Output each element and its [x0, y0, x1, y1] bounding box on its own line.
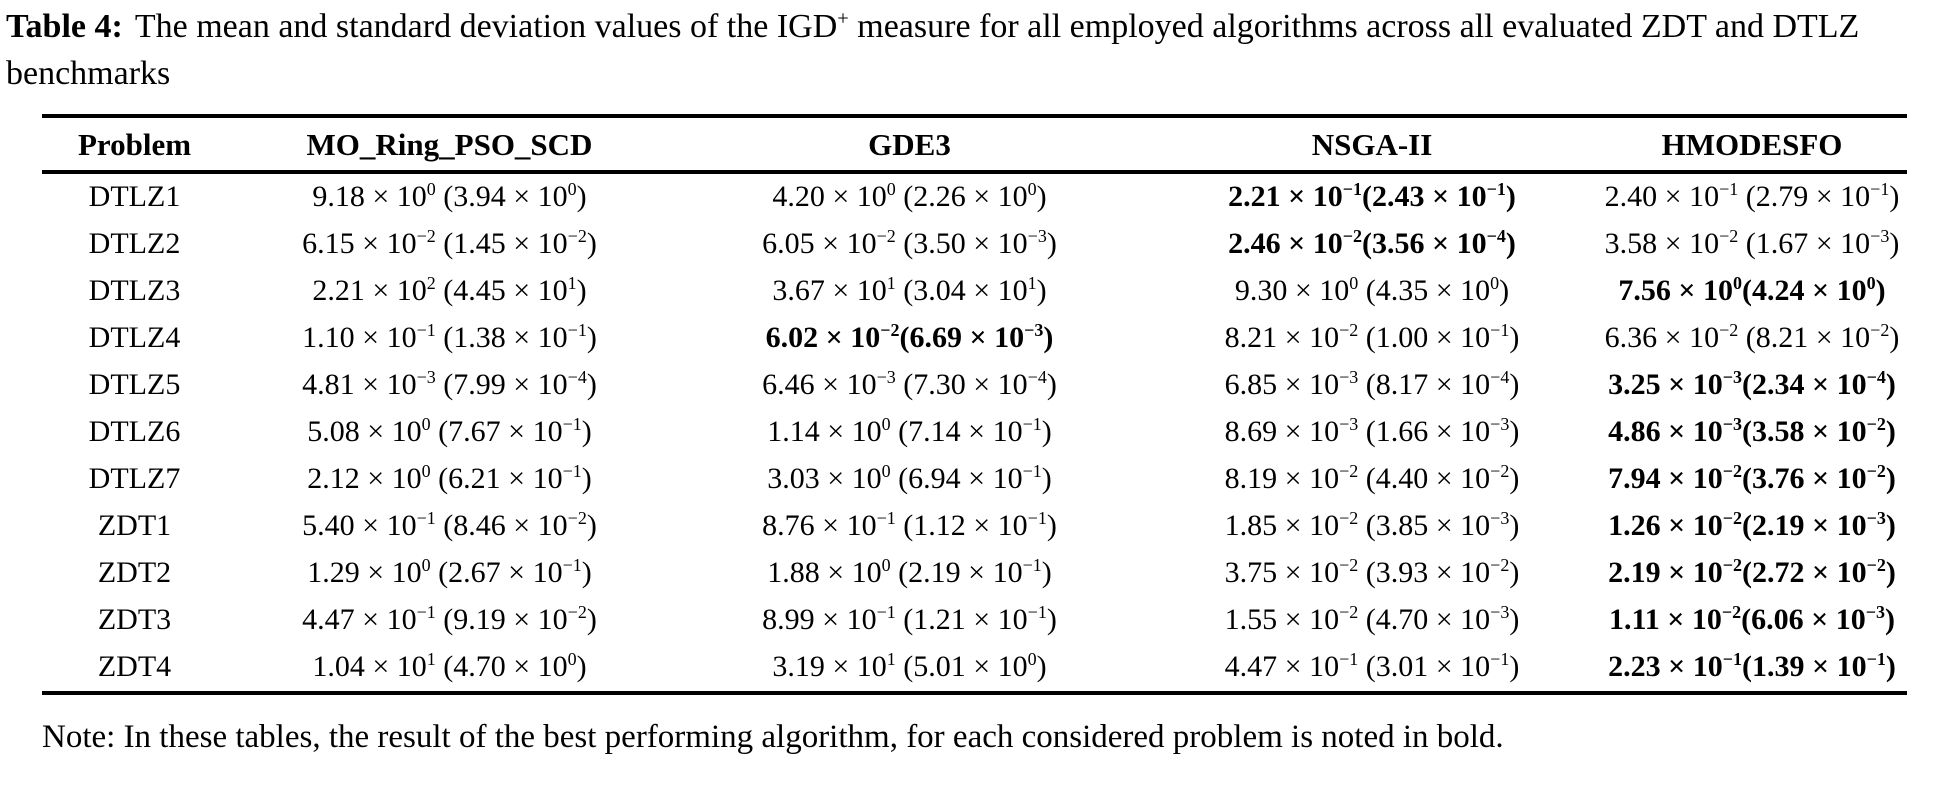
value-cell: 2.21 × 102 (4.45 × 101)	[312, 273, 587, 308]
value-cell: 1.26 × 10−2(2.19 × 10−3)	[1608, 508, 1896, 543]
value-cell: 5.40 × 10−1 (8.46 × 10−2)	[302, 508, 597, 543]
table-caption-text: The mean and standard deviation values o…	[6, 7, 1860, 92]
value-cell: 1.55 × 10−2 (4.70 × 10−3)	[1224, 602, 1520, 637]
value-cell: 7.56 × 100(4.24 × 100)	[1618, 273, 1886, 308]
value-cell: 4.20 × 100 (2.26 × 100)	[772, 179, 1047, 214]
value-cell: 8.69 × 10−3 (1.66 × 10−3)	[1224, 414, 1520, 449]
value-cell: 9.18 × 100 (3.94 × 100)	[312, 179, 587, 214]
value-cell: 8.76 × 10−1 (1.12 × 10−1)	[762, 508, 1057, 543]
value-cell: 2.12 × 100 (6.21 × 10−1)	[307, 461, 592, 496]
value-cell: 1.29 × 100 (2.67 × 10−1)	[307, 555, 592, 590]
value-cell: 6.02 × 10−2(6.69 × 10−3)	[765, 320, 1054, 355]
table-row: DTLZ5 4.81 × 10−3 (7.99 × 10−4) 6.46 × 10−…	[42, 362, 1907, 409]
value-cell: 4.47 × 10−1 (9.19 × 10−2)	[302, 602, 597, 637]
value-cell: 8.21 × 10−2 (1.00 × 10−1)	[1224, 320, 1520, 355]
value-cell: 8.19 × 10−2 (4.40 × 10−2)	[1224, 461, 1520, 496]
value-cell: 3.58 × 10−2 (1.67 × 10−3)	[1604, 226, 1900, 261]
value-cell: 8.99 × 10−1 (1.21 × 10−1)	[762, 602, 1057, 637]
table-note: Note: In these tables, the result of the…	[42, 718, 1504, 755]
problem-cell: DTLZ1	[88, 180, 181, 214]
problem-cell: ZDT2	[97, 556, 172, 590]
header-row: Problem MO_Ring_PSO_SCD GDE3 NSGA-II HMO…	[42, 115, 1907, 174]
table-row: ZDT2 1.29 × 100 (2.67 × 10−1) 1.88 × 100 (…	[42, 550, 1907, 597]
table-row: DTLZ1 9.18 × 100 (3.94 × 100) 4.20 × 100 (…	[42, 172, 1907, 221]
problem-cell: ZDT4	[97, 650, 172, 684]
table-caption-label: Table 4:	[6, 8, 123, 45]
value-cell: 3.03 × 100 (6.94 × 10−1)	[767, 461, 1052, 496]
table-row: DTLZ4 1.10 × 10−1 (1.38 × 10−1) 6.02 × 10−…	[42, 315, 1907, 362]
value-cell: 1.14 × 100 (7.14 × 10−1)	[767, 414, 1052, 449]
column-header-problem: Problem	[42, 115, 227, 174]
table-row: DTLZ6 5.08 × 100 (7.67 × 10−1) 1.14 × 100 …	[42, 409, 1907, 456]
value-cell: 9.30 × 100 (4.35 × 100)	[1234, 273, 1510, 308]
value-cell: 1.11 × 10−2(6.06 × 10−3)	[1608, 602, 1896, 637]
value-cell: 3.75 × 10−2 (3.93 × 10−2)	[1224, 555, 1520, 590]
value-cell: 2.46 × 10−2(3.56 × 10−4)	[1228, 226, 1516, 261]
problem-cell: ZDT3	[97, 603, 172, 637]
table-row: DTLZ3 2.21 × 102 (4.45 × 101) 3.67 × 101 (…	[42, 268, 1907, 315]
value-cell: 4.86 × 10−3(3.58 × 10−2)	[1608, 414, 1896, 449]
value-cell: 2.40 × 10−1 (2.79 × 10−1)	[1604, 179, 1900, 214]
column-header-hmodesfo: HMODESFO	[1597, 115, 1907, 174]
problem-cell: DTLZ7	[88, 462, 181, 496]
value-cell: 3.25 × 10−3(2.34 × 10−4)	[1608, 367, 1896, 402]
value-cell: 1.85 × 10−2 (3.85 × 10−3)	[1224, 508, 1520, 543]
table-row: DTLZ7 2.12 × 100 (6.21 × 10−1) 3.03 × 100 …	[42, 456, 1907, 503]
table-caption: Table 4: The mean and standard deviation …	[6, 4, 1952, 98]
value-cell: 4.47 × 10−1 (3.01 × 10−1)	[1224, 649, 1520, 684]
results-table: Problem MO_Ring_PSO_SCD GDE3 NSGA-II HMO…	[42, 113, 1907, 695]
problem-cell: DTLZ4	[88, 321, 181, 355]
table-row: ZDT3 4.47 × 10−1 (9.19 × 10−2) 8.99 × 10−1…	[42, 597, 1907, 644]
table-row: ZDT4 1.04 × 101 (4.70 × 100) 3.19 × 101 (5…	[42, 644, 1907, 693]
value-cell: 3.19 × 101 (5.01 × 100)	[772, 649, 1047, 684]
problem-cell: DTLZ6	[88, 415, 181, 449]
problem-cell: ZDT1	[97, 509, 172, 543]
value-cell: 1.88 × 100 (2.19 × 10−1)	[767, 555, 1052, 590]
column-header-nsga-ii: NSGA-II	[1147, 115, 1597, 174]
value-cell: 7.94 × 10−2(3.76 × 10−2)	[1608, 461, 1896, 496]
value-cell: 1.10 × 10−1 (1.38 × 10−1)	[302, 320, 597, 355]
problem-cell: DTLZ2	[88, 227, 181, 261]
value-cell: 2.19 × 10−2(2.72 × 10−2)	[1608, 555, 1896, 590]
column-header-mo-ring-pso-scd: MO_Ring_PSO_SCD	[227, 115, 672, 174]
problem-cell: DTLZ5	[88, 368, 181, 402]
problem-cell: DTLZ3	[88, 274, 181, 308]
value-cell: 2.21 × 10−1(2.43 × 10−1)	[1228, 179, 1516, 214]
value-cell: 6.36 × 10−2 (8.21 × 10−2)	[1604, 320, 1900, 355]
value-cell: 6.15 × 10−2 (1.45 × 10−2)	[302, 226, 597, 261]
value-cell: 2.23 × 10−1(1.39 × 10−1)	[1608, 649, 1896, 684]
value-cell: 4.81 × 10−3 (7.99 × 10−4)	[302, 367, 597, 402]
value-cell: 1.04 × 101 (4.70 × 100)	[312, 649, 587, 684]
table-row: ZDT1 5.40 × 10−1 (8.46 × 10−2) 8.76 × 10−1…	[42, 503, 1907, 550]
value-cell: 6.46 × 10−3 (7.30 × 10−4)	[762, 367, 1057, 402]
value-cell: 6.85 × 10−3 (8.17 × 10−4)	[1224, 367, 1520, 402]
value-cell: 6.05 × 10−2 (3.50 × 10−3)	[762, 226, 1057, 261]
table-body: DTLZ1 9.18 × 100 (3.94 × 100) 4.20 × 100 (…	[42, 172, 1907, 693]
table-row: DTLZ2 6.15 × 10−2 (1.45 × 10−2) 6.05 × 10−…	[42, 221, 1907, 268]
value-cell: 3.67 × 101 (3.04 × 101)	[772, 273, 1047, 308]
value-cell: 5.08 × 100 (7.67 × 10−1)	[307, 414, 592, 449]
column-header-gde3: GDE3	[672, 115, 1147, 174]
